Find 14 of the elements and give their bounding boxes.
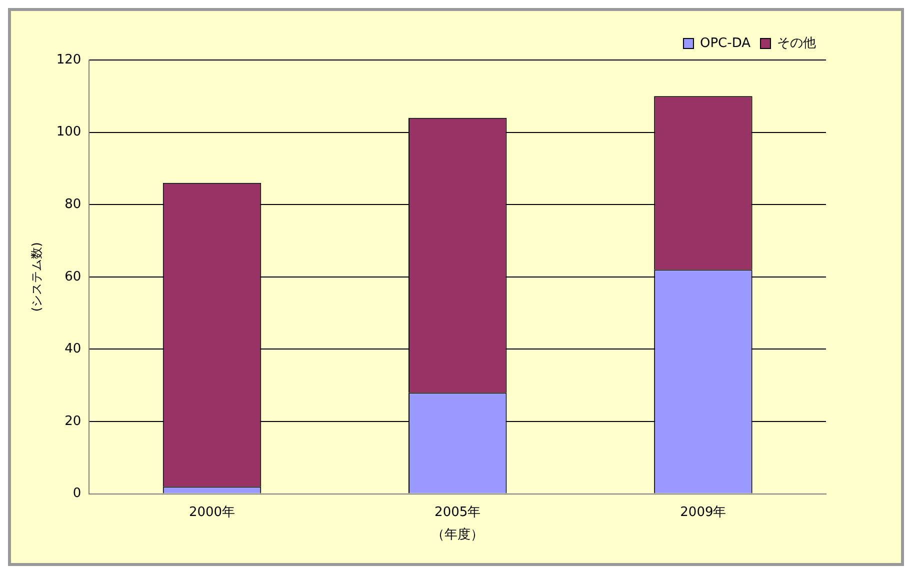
y-tick-label: 60 <box>64 269 82 284</box>
x-axis-title: （年度） <box>432 526 484 543</box>
y-tick-label: 20 <box>64 414 82 429</box>
y-tick-label: 120 <box>56 52 82 68</box>
legend-label: OPC-DA <box>700 36 751 51</box>
x-tick-label: 2000年 <box>188 504 236 520</box>
x-tick-label: 2005年 <box>434 504 481 520</box>
y-tick-label: 40 <box>64 342 82 357</box>
y-tick-label: 100 <box>56 124 82 140</box>
y-axis-title: (システム数) <box>29 242 44 312</box>
y-tick-label: 80 <box>64 196 82 212</box>
x-tick-label: 2009年 <box>680 504 726 520</box>
y-tick-label: 0 <box>72 486 82 502</box>
legend-label: その他 <box>777 36 816 51</box>
